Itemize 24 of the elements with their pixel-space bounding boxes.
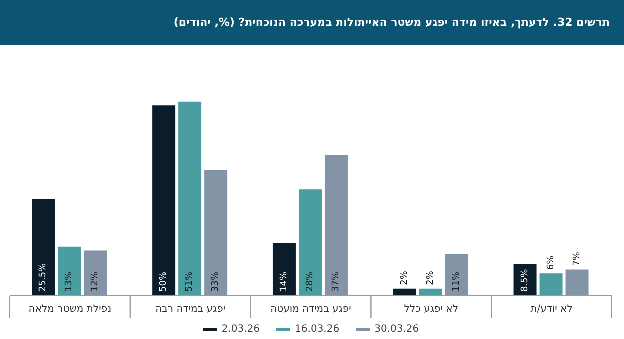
x-tick-label: נפילת משטר מלאה <box>28 304 112 315</box>
chart-title: תרשים 32. לדעתך, באיזו מידה יפגע משטר האייתולות במערכה הנוכחית? (%, יהודים) <box>174 16 610 29</box>
data-label: 25.5% <box>38 262 49 292</box>
legend-label: 2.03.26 <box>220 324 260 335</box>
legend-label: 30.03.26 <box>374 324 420 335</box>
data-label: 11% <box>452 272 462 292</box>
x-tick-label: לא יודע/ת <box>530 304 573 315</box>
x-tick-label: לא יפגע כלל <box>404 304 459 315</box>
data-label: 51% <box>185 272 196 292</box>
data-label: 2% <box>426 270 436 286</box>
data-label: 50% <box>159 272 170 292</box>
data-label: 6% <box>546 255 556 270</box>
data-label: 13% <box>64 272 75 292</box>
data-label: 14% <box>279 272 290 292</box>
data-label: 28% <box>305 272 316 292</box>
x-tick-label: יפגע במידה מועטה <box>270 304 352 315</box>
data-label: 12% <box>90 272 101 292</box>
data-label: 2% <box>400 270 410 286</box>
data-label: 37% <box>331 272 342 292</box>
legend-label: 16.03.26 <box>294 324 340 335</box>
x-tick-label: יפגע במידה רבה <box>156 304 226 315</box>
data-label: 8.5% <box>520 268 530 292</box>
data-label: 7% <box>572 252 582 266</box>
data-label: 33% <box>211 272 222 292</box>
